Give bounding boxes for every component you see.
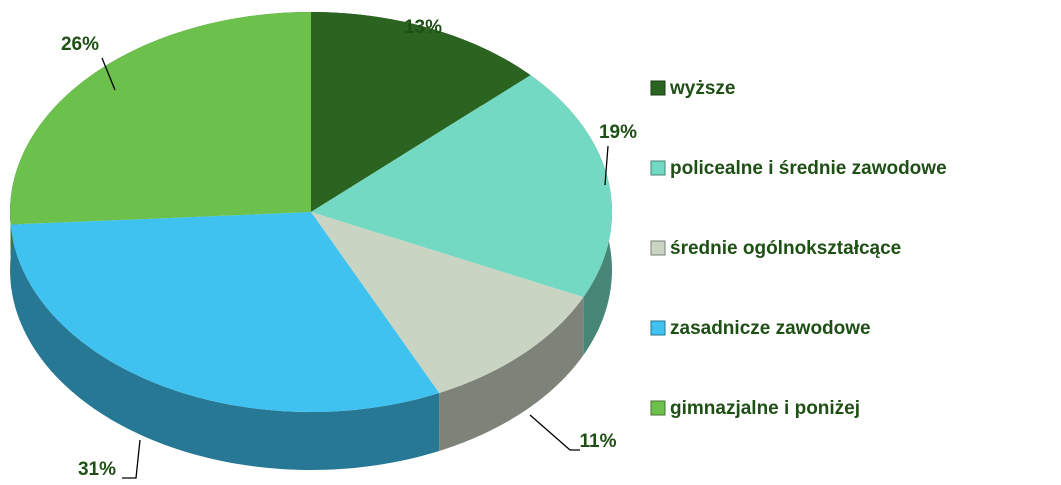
legend-label: policealne i średnie zawodowe [670, 158, 947, 179]
slice [311, 12, 531, 212]
slice [311, 212, 584, 393]
legend-swatch [650, 80, 666, 96]
slice [10, 212, 440, 413]
data-label: 13% [404, 17, 442, 38]
legend-swatch [650, 400, 666, 416]
legend-swatch [650, 240, 666, 256]
legend-label: średnie ogólnokształcące [670, 238, 901, 259]
legend-label: gimnazjalne i poniżej [670, 398, 860, 419]
leader-line [101, 57, 116, 91]
data-label: 19% [599, 122, 637, 143]
legend-label: wyższe [669, 78, 735, 99]
legend-swatch [650, 160, 666, 176]
leader-line [604, 145, 609, 186]
legend-swatch [650, 320, 666, 336]
slice-side [10, 224, 440, 470]
slice [9, 12, 311, 225]
legend-label: zasadnicze zawodowe [670, 318, 871, 339]
leader-line [529, 414, 580, 451]
data-label: 26% [61, 34, 99, 55]
slice-side [439, 297, 584, 451]
data-label: 11% [580, 431, 617, 452]
slice [311, 75, 612, 298]
data-label: 31% [78, 459, 116, 480]
leader-line [122, 439, 141, 479]
